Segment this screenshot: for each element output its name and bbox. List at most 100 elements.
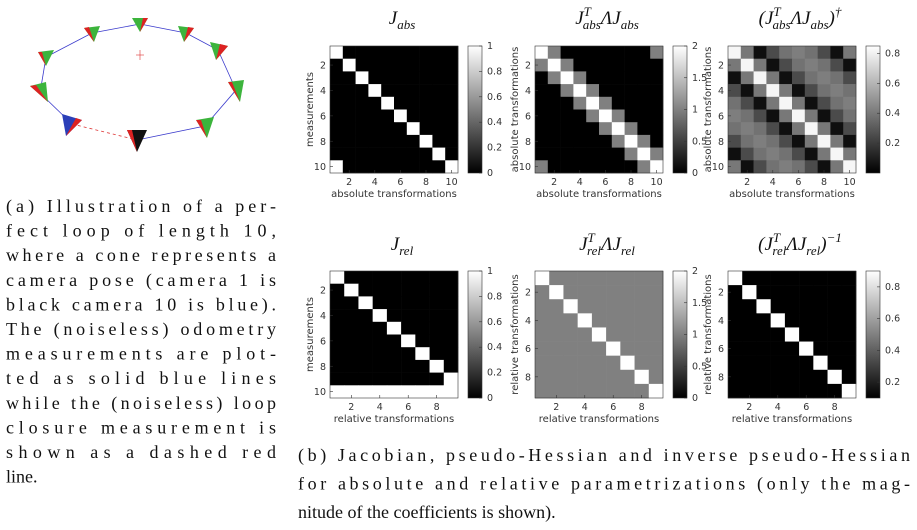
cell (742, 285, 757, 299)
cell (606, 299, 621, 313)
cell (407, 84, 420, 97)
cell (368, 46, 381, 59)
cell (420, 148, 433, 161)
caption-line: camera pose (camera 1 is (6, 270, 276, 291)
cell (330, 97, 343, 110)
cell (381, 110, 394, 123)
y-tick-label: 4 (525, 316, 531, 327)
title-part: ΛJ (599, 8, 622, 29)
cell (344, 296, 359, 309)
cell (635, 370, 650, 384)
y-axis-label: relative transformations (703, 274, 714, 394)
cell (728, 271, 743, 285)
cell (330, 322, 345, 335)
cell (805, 148, 818, 161)
cell (805, 97, 818, 110)
cell (813, 313, 828, 327)
colorbar-tick-label: 0.8 (885, 282, 900, 293)
cell (805, 160, 818, 173)
cell (620, 285, 635, 299)
y-tick-label: 2 (320, 61, 326, 72)
x-tick-label: 8 (628, 177, 634, 188)
cell (606, 285, 621, 299)
cell (754, 46, 767, 59)
cell (805, 59, 818, 72)
x-tick-label: 8 (832, 402, 838, 413)
cell (548, 59, 561, 72)
cell (330, 71, 343, 84)
colorbar-tick-label: 0 (487, 168, 493, 179)
cell (430, 309, 445, 322)
y-axis-label: absolute transformations (703, 47, 714, 173)
cell (586, 148, 599, 161)
panel-title: Jabs (389, 8, 416, 32)
cell (592, 356, 607, 370)
title-part: rel (621, 243, 635, 258)
x-tick-label: 2 (553, 402, 559, 413)
cell (625, 84, 638, 97)
caption-line: closure measurement is (6, 417, 276, 437)
cell (330, 271, 345, 284)
cell (368, 97, 381, 110)
cell (330, 46, 343, 59)
y-tick-label: 4 (320, 311, 326, 322)
cell (813, 299, 828, 313)
cell (563, 356, 578, 370)
cameras (30, 18, 244, 152)
cell (592, 327, 607, 341)
y-tick-label: 10 (314, 387, 326, 398)
cell (813, 370, 828, 384)
loop-closure-line (72, 124, 137, 140)
cell (606, 370, 621, 384)
title-part: ) (819, 234, 826, 255)
colorbar-tick-label: 0.8 (487, 66, 502, 77)
cell (754, 71, 767, 84)
panel-title: (JTabsΛJabs)† (759, 4, 842, 32)
y-tick-label: 8 (718, 137, 724, 148)
cell (728, 384, 743, 398)
x-tick-label: 2 (746, 402, 752, 413)
cell (444, 271, 459, 284)
cell (756, 342, 771, 356)
cell (785, 271, 800, 285)
heatmap-panel: 2468246810relative transformationsmeasur… (305, 234, 502, 425)
cell (548, 46, 561, 59)
cell (548, 97, 561, 110)
cell (407, 148, 420, 161)
figure: (a) Illustration of a per-fect loop of l… (0, 0, 917, 530)
cell (549, 342, 564, 356)
heatmap-panel: 24682468relative transformationsrelative… (703, 230, 900, 425)
cell (792, 110, 805, 123)
cell (741, 97, 754, 110)
cell (612, 71, 625, 84)
cell (430, 322, 445, 335)
cell (573, 71, 586, 84)
cell (818, 71, 831, 84)
cell (766, 84, 779, 97)
cell (637, 122, 650, 135)
y-tick-label: 4 (525, 86, 531, 97)
cell (799, 299, 814, 313)
cell (586, 71, 599, 84)
cell (843, 122, 856, 135)
cell (343, 97, 356, 110)
cell (742, 342, 757, 356)
cell (620, 327, 635, 341)
cell (549, 327, 564, 341)
cell (394, 135, 407, 148)
cell (612, 110, 625, 123)
cell (818, 84, 831, 97)
colorbar-tick-label: 0.6 (885, 314, 900, 325)
cell (573, 59, 586, 72)
cell (407, 160, 420, 173)
colorbar-tick-label: 2 (692, 41, 698, 52)
x-tick-label: 4 (582, 402, 588, 413)
cell (573, 135, 586, 148)
cell (830, 135, 843, 148)
cell (813, 285, 828, 299)
colorbar-tick-label: 0.4 (487, 342, 502, 353)
cell (356, 135, 369, 148)
cell (444, 322, 459, 335)
cell (573, 46, 586, 59)
